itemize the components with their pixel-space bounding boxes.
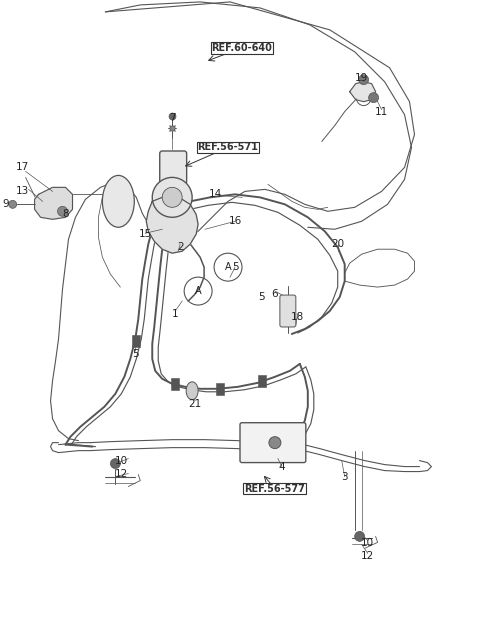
Text: 7: 7 bbox=[169, 112, 176, 123]
Text: 13: 13 bbox=[15, 187, 29, 196]
Text: REF.56-571: REF.56-571 bbox=[198, 142, 258, 153]
Text: 14: 14 bbox=[208, 189, 222, 199]
Text: 2: 2 bbox=[177, 242, 183, 252]
Circle shape bbox=[152, 178, 192, 217]
Text: 10: 10 bbox=[115, 456, 128, 466]
Text: 19: 19 bbox=[355, 73, 368, 82]
Text: REF.56-577: REF.56-577 bbox=[244, 484, 305, 493]
Ellipse shape bbox=[102, 176, 134, 227]
Circle shape bbox=[58, 206, 68, 216]
Text: 9: 9 bbox=[2, 199, 9, 210]
Circle shape bbox=[355, 532, 365, 541]
Polygon shape bbox=[146, 197, 198, 253]
Circle shape bbox=[369, 93, 379, 103]
Polygon shape bbox=[35, 187, 72, 219]
FancyBboxPatch shape bbox=[240, 423, 306, 463]
Ellipse shape bbox=[186, 382, 198, 400]
Bar bbox=[216, 383, 224, 395]
Text: 18: 18 bbox=[291, 312, 304, 322]
Text: REF.60-640: REF.60-640 bbox=[212, 43, 273, 53]
Text: 17: 17 bbox=[15, 162, 29, 173]
Text: A: A bbox=[225, 262, 231, 272]
Text: 6: 6 bbox=[272, 289, 278, 299]
Bar bbox=[132, 335, 140, 347]
Circle shape bbox=[110, 459, 120, 468]
Text: 5: 5 bbox=[232, 262, 239, 272]
Polygon shape bbox=[350, 82, 376, 102]
Text: 10: 10 bbox=[361, 538, 374, 548]
Text: 8: 8 bbox=[62, 210, 69, 219]
Text: 15: 15 bbox=[139, 229, 152, 239]
Text: 5: 5 bbox=[132, 349, 139, 359]
Circle shape bbox=[9, 201, 17, 208]
Circle shape bbox=[162, 187, 182, 207]
Text: 1: 1 bbox=[172, 309, 179, 319]
Circle shape bbox=[269, 436, 281, 449]
Text: 5: 5 bbox=[259, 292, 265, 302]
Bar bbox=[258, 375, 266, 387]
Circle shape bbox=[359, 75, 369, 85]
Text: 12: 12 bbox=[115, 468, 128, 479]
FancyBboxPatch shape bbox=[280, 295, 296, 327]
Text: 21: 21 bbox=[189, 399, 202, 409]
Text: A: A bbox=[195, 286, 202, 296]
Text: 3: 3 bbox=[341, 472, 348, 482]
Text: 4: 4 bbox=[278, 461, 285, 472]
Text: 11: 11 bbox=[375, 107, 388, 116]
Bar bbox=[171, 378, 179, 390]
FancyBboxPatch shape bbox=[160, 151, 187, 184]
Text: 16: 16 bbox=[228, 216, 241, 226]
Text: 20: 20 bbox=[331, 239, 344, 249]
Text: 12: 12 bbox=[361, 551, 374, 561]
